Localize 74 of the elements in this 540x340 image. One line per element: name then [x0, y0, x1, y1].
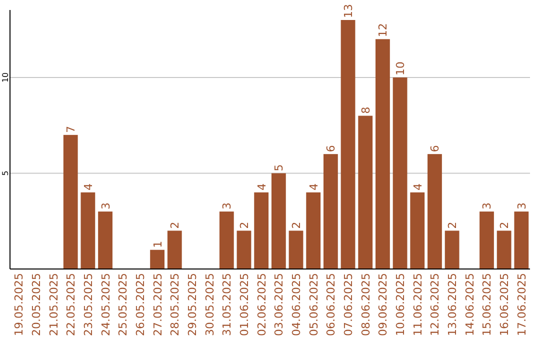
- data-label: 7: [64, 126, 78, 133]
- data-label: 3: [220, 202, 234, 210]
- x-tick-label: 14.06.2025: [463, 273, 476, 336]
- x-tick-label: 08.06.2025: [359, 273, 372, 336]
- data-label: 2: [498, 222, 512, 229]
- bar: [219, 212, 234, 269]
- bar: [271, 173, 286, 269]
- x-tick-label: 13.06.2025: [446, 273, 460, 336]
- x-tick-label: 21.05.2025: [47, 273, 60, 336]
- bar: [340, 20, 356, 269]
- data-label: 12: [376, 23, 390, 38]
- x-tick-label: 06.06.2025: [324, 273, 338, 336]
- x-tick-label: 29.05.2025: [186, 273, 199, 336]
- bar: [288, 230, 304, 269]
- x-tick-label: 23.05.2025: [82, 273, 95, 336]
- x-tick-label: 25.05.2025: [116, 273, 130, 336]
- data-label: 5: [272, 164, 286, 172]
- data-label: 4: [255, 183, 268, 190]
- x-tick-label: 01.06.2025: [238, 273, 251, 336]
- bar: [323, 154, 338, 269]
- bar: [98, 212, 112, 269]
- x-tick-label: 20.05.2025: [30, 273, 43, 336]
- data-label: 3: [99, 202, 112, 210]
- x-tick-label: 31.05.2025: [220, 273, 234, 336]
- data-label: 1: [151, 240, 164, 248]
- data-label: 3: [515, 202, 528, 210]
- bar: [236, 230, 252, 269]
- data-label: 2: [238, 222, 251, 229]
- bar: [496, 230, 512, 269]
- x-tick-label: 05.06.2025: [307, 273, 320, 336]
- data-label: 2: [168, 222, 182, 229]
- data-label: 2: [290, 222, 304, 229]
- data-label: 13: [342, 4, 356, 18]
- x-tick-label: 24.05.2025: [99, 273, 112, 336]
- x-tick-label: 12.06.2025: [428, 273, 442, 336]
- bar: [63, 134, 78, 269]
- bar: [392, 77, 408, 269]
- x-tick-label: 30.05.2025: [203, 273, 216, 336]
- x-tick-label: 02.06.2025: [255, 273, 268, 336]
- x-tick-label: 09.06.2025: [376, 273, 390, 336]
- data-label: 10: [394, 61, 408, 76]
- data-label: 8: [359, 106, 372, 114]
- data-label: 4: [307, 183, 320, 190]
- bar: [410, 192, 425, 269]
- data-label: 2: [446, 222, 460, 229]
- bar: [444, 230, 460, 269]
- x-tick-label: 04.06.2025: [290, 273, 304, 336]
- x-tick-label: 27.05.2025: [151, 273, 164, 336]
- bar: [358, 116, 373, 269]
- bar: [306, 192, 321, 269]
- x-tick-label: 03.06.2025: [272, 273, 286, 336]
- data-label: 4: [411, 183, 424, 190]
- data-label: 3: [480, 202, 494, 210]
- bar: [167, 230, 182, 269]
- x-tick-label: 19.05.2025: [12, 273, 26, 336]
- x-tick-label: 11.06.2025: [411, 273, 424, 336]
- bar: [514, 212, 529, 269]
- bar: [428, 154, 442, 269]
- bar: [480, 212, 494, 269]
- x-tick-label: 15.06.2025: [480, 273, 494, 336]
- bar: [150, 250, 164, 269]
- data-label: 6: [428, 145, 442, 152]
- x-tick-label: 07.06.2025: [342, 273, 356, 336]
- bar: [80, 192, 96, 269]
- bar: [376, 39, 390, 269]
- x-tick-label: 22.05.2025: [64, 273, 78, 336]
- x-tick-label: 16.06.2025: [498, 273, 512, 336]
- data-label: 4: [82, 183, 95, 190]
- x-tick-label: 28.05.2025: [168, 273, 182, 336]
- bar: [254, 192, 269, 269]
- data-label: 6: [324, 145, 338, 152]
- x-tick-label: 10.06.2025: [394, 273, 408, 336]
- x-tick-label: 17.06.2025: [515, 273, 528, 336]
- x-tick-label: 26.05.2025: [134, 273, 147, 336]
